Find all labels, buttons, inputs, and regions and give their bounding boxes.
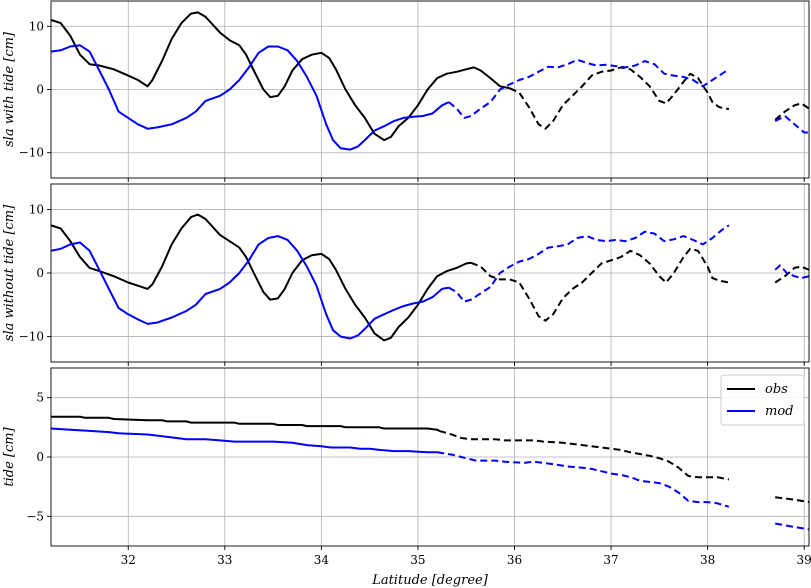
y-axis-label: tide [cm] — [2, 426, 17, 486]
series-line-obs-solid — [51, 415, 440, 432]
y-tick-label: −10 — [19, 146, 44, 160]
series-line-mod-dashed — [448, 224, 730, 303]
series-line-mod-solid — [51, 235, 449, 340]
series-group — [51, 415, 809, 531]
series-line-obs-solid — [51, 213, 472, 342]
x-tick-label: 33 — [217, 553, 232, 567]
y-tick-label: 0 — [36, 83, 44, 97]
series-line-obs-dashed — [438, 429, 730, 481]
series-line-mod-dashed — [774, 115, 809, 134]
series-group — [51, 213, 809, 342]
y-tick-label: 0 — [36, 450, 44, 464]
legend-label-mod: mod — [765, 404, 793, 419]
series-line-mod-solid — [51, 427, 438, 454]
panel-tide: 5 0 −5 32 33 34 35 36 37 38 39 tide [cm] obs mod — [2, 367, 811, 567]
x-tick-label: 37 — [603, 553, 618, 567]
y-tick-label: −10 — [19, 330, 44, 344]
y-axis-label: sla with tide [cm] — [2, 31, 17, 147]
series-line-mod-dashed — [774, 264, 809, 280]
legend-box — [720, 374, 805, 426]
series-line-mod-dashed — [437, 451, 730, 508]
x-tick-label: 35 — [410, 553, 425, 567]
series-line-obs-dashed — [775, 496, 809, 504]
y-tick-label: 0 — [36, 266, 44, 280]
x-tick-label: 36 — [507, 553, 522, 567]
x-tick-label: 39 — [797, 553, 811, 567]
y-tick-label: 10 — [29, 19, 44, 33]
y-tick-label: 5 — [36, 391, 44, 405]
x-tick-label: 38 — [700, 553, 715, 567]
x-tick-label: 34 — [314, 553, 330, 567]
series-line-obs-dashed — [509, 66, 730, 130]
legend-label-obs: obs — [765, 382, 788, 397]
series-line-mod-dashed — [775, 522, 809, 531]
series-line-mod-dashed — [448, 58, 730, 119]
x-tick-label: 32 — [121, 553, 136, 567]
series-group — [51, 11, 809, 151]
x-axis-label: Latitude [degree] — [371, 573, 489, 588]
series-line-obs-dashed — [470, 247, 730, 322]
y-axis-label: sla without tide [cm] — [2, 204, 17, 341]
series-line-obs-solid — [51, 11, 510, 142]
series-line-obs-dashed — [774, 265, 809, 284]
series-line-mod-solid — [51, 44, 450, 151]
y-tick-label: −5 — [26, 509, 44, 523]
series-line-obs-dashed — [774, 102, 809, 121]
y-tick-label: 10 — [29, 202, 44, 216]
